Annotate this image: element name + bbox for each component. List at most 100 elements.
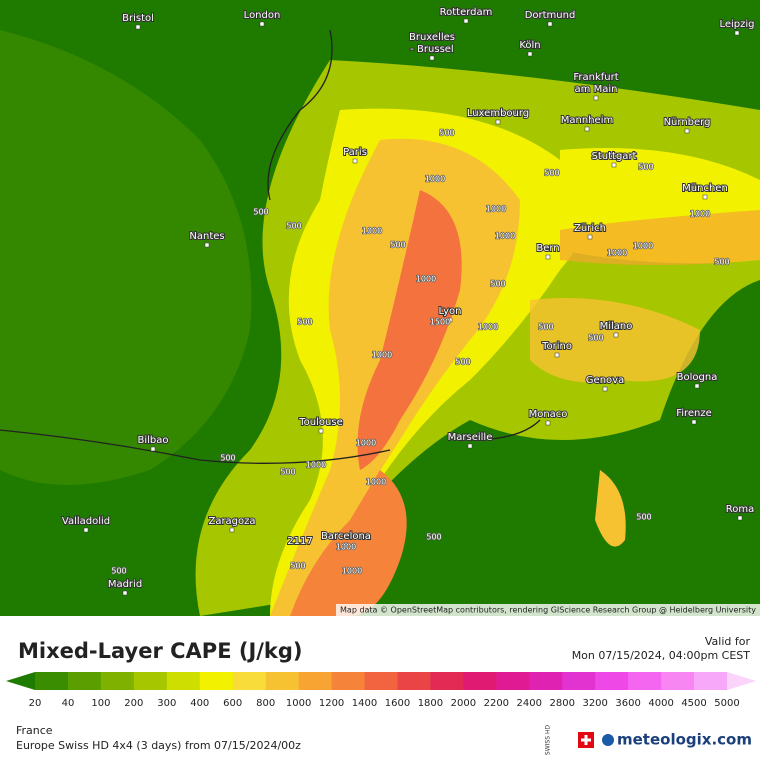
city-label: Luxembourg bbox=[467, 108, 529, 119]
contour-label: 500 bbox=[111, 567, 126, 576]
legend-label: 1400 bbox=[352, 698, 377, 709]
city-label: Firenze bbox=[676, 408, 712, 419]
city-dot bbox=[702, 194, 708, 200]
legend-swatch bbox=[265, 672, 300, 690]
legend-swatch bbox=[199, 672, 234, 690]
contour-label: 500 bbox=[636, 513, 651, 522]
city-label: Madrid bbox=[108, 579, 142, 590]
contour-label: 500 bbox=[588, 334, 603, 343]
legend-label: 200 bbox=[124, 698, 143, 709]
city-label: Milano bbox=[600, 321, 633, 332]
legend-swatch bbox=[232, 672, 267, 690]
legend-swatch bbox=[529, 672, 563, 690]
city-label: Rotterdam bbox=[440, 7, 493, 18]
legend-swatch bbox=[166, 672, 201, 690]
city-dot bbox=[429, 55, 435, 61]
city-label: am Main bbox=[575, 84, 618, 95]
city-label: Marseille bbox=[448, 432, 493, 443]
valid-time: Mon 07/15/2024, 04:00pm CEST bbox=[572, 649, 751, 662]
legend-label: 3600 bbox=[615, 698, 640, 709]
city-label: Genova bbox=[586, 375, 624, 386]
legend-swatch bbox=[496, 672, 530, 690]
contour-label: 1000 bbox=[366, 478, 386, 487]
legend-label: 3200 bbox=[582, 698, 607, 709]
city-dot bbox=[684, 128, 690, 134]
city-label: Nantes bbox=[189, 231, 224, 242]
legend-label: 1200 bbox=[319, 698, 344, 709]
contour-label: 500 bbox=[253, 208, 268, 217]
city-dot bbox=[135, 24, 141, 30]
brand: meteologix.com bbox=[617, 731, 752, 749]
city-dot bbox=[83, 527, 89, 533]
city-dot bbox=[554, 352, 560, 358]
legend-label: 4000 bbox=[648, 698, 673, 709]
city-dot bbox=[229, 527, 235, 533]
city-label: Zaragoza bbox=[208, 516, 255, 527]
city-label: London bbox=[244, 10, 281, 21]
city-label: Stuttgart bbox=[592, 151, 637, 162]
contour-label: 1000 bbox=[633, 242, 653, 251]
legend-swatch bbox=[595, 672, 629, 690]
legend-label: 600 bbox=[223, 698, 242, 709]
city-dot bbox=[527, 51, 533, 57]
legend-label: 1800 bbox=[418, 698, 443, 709]
contour-label: 500 bbox=[544, 169, 559, 178]
contour-label: 1000 bbox=[336, 543, 356, 552]
city-dot bbox=[584, 126, 590, 132]
contour-label: 500 bbox=[439, 129, 454, 138]
city-label: Mannheim bbox=[561, 115, 613, 126]
legend-swatch bbox=[331, 672, 366, 690]
contour-label: 500 bbox=[220, 454, 235, 463]
city-dot bbox=[467, 443, 473, 449]
city-label: Roma bbox=[726, 504, 755, 515]
city-dot bbox=[318, 428, 324, 434]
city-label: Leipzig bbox=[719, 19, 754, 30]
contour-label: 1000 bbox=[306, 461, 326, 470]
city-label: Nürnberg bbox=[664, 117, 711, 128]
contour-label: 1000 bbox=[372, 351, 392, 360]
legend-swatch bbox=[100, 672, 135, 690]
city-label: Paris bbox=[343, 147, 367, 158]
contour-label: 1000 bbox=[495, 232, 515, 241]
model-run: Europe Swiss HD 4x4 (3 days) from 07/15/… bbox=[16, 739, 301, 752]
city-dot bbox=[613, 332, 619, 338]
legend-swatch bbox=[364, 672, 398, 690]
contour-label: 1000 bbox=[425, 175, 445, 184]
legend-label: 2200 bbox=[484, 698, 509, 709]
legend-label: 2400 bbox=[517, 698, 542, 709]
contour-label: 500 bbox=[290, 562, 305, 571]
city-label: Dortmund bbox=[525, 10, 576, 21]
city-label: Torino bbox=[541, 341, 572, 352]
contour-label: 500 bbox=[490, 280, 505, 289]
attribution: Map data © OpenStreetMap contributors, r… bbox=[340, 606, 756, 615]
contour-label: 1000 bbox=[690, 210, 710, 219]
city-dot bbox=[352, 158, 358, 164]
legend-label: 1600 bbox=[385, 698, 410, 709]
city-label: Lyon bbox=[438, 306, 461, 317]
legend-label: 300 bbox=[157, 698, 176, 709]
city-label: Valladolid bbox=[62, 516, 110, 527]
contour-label: 1000 bbox=[416, 275, 436, 284]
city-dot bbox=[547, 21, 553, 27]
city-dot bbox=[734, 30, 740, 36]
contour-label: 500 bbox=[638, 163, 653, 172]
contour-label: 1000 bbox=[478, 323, 498, 332]
city-label: Köln bbox=[519, 40, 540, 51]
contour-label: 500 bbox=[280, 468, 295, 477]
legend-swatch bbox=[67, 672, 102, 690]
city-dot bbox=[611, 162, 617, 168]
city-dot bbox=[545, 254, 551, 260]
contour-label: 1000 bbox=[356, 439, 376, 448]
contour-label: 1000 bbox=[342, 567, 362, 576]
legend-swatch bbox=[133, 672, 168, 690]
city-dot bbox=[204, 242, 210, 248]
contour-label: 500 bbox=[714, 258, 729, 267]
legend-swatch bbox=[430, 672, 464, 690]
legend-arrow bbox=[6, 672, 35, 690]
city-label: Bristol bbox=[122, 13, 154, 24]
city-dot bbox=[122, 590, 128, 596]
city-label: Bologna bbox=[677, 372, 718, 383]
legend-label: 1000 bbox=[286, 698, 311, 709]
legend-label: 20 bbox=[29, 698, 42, 709]
